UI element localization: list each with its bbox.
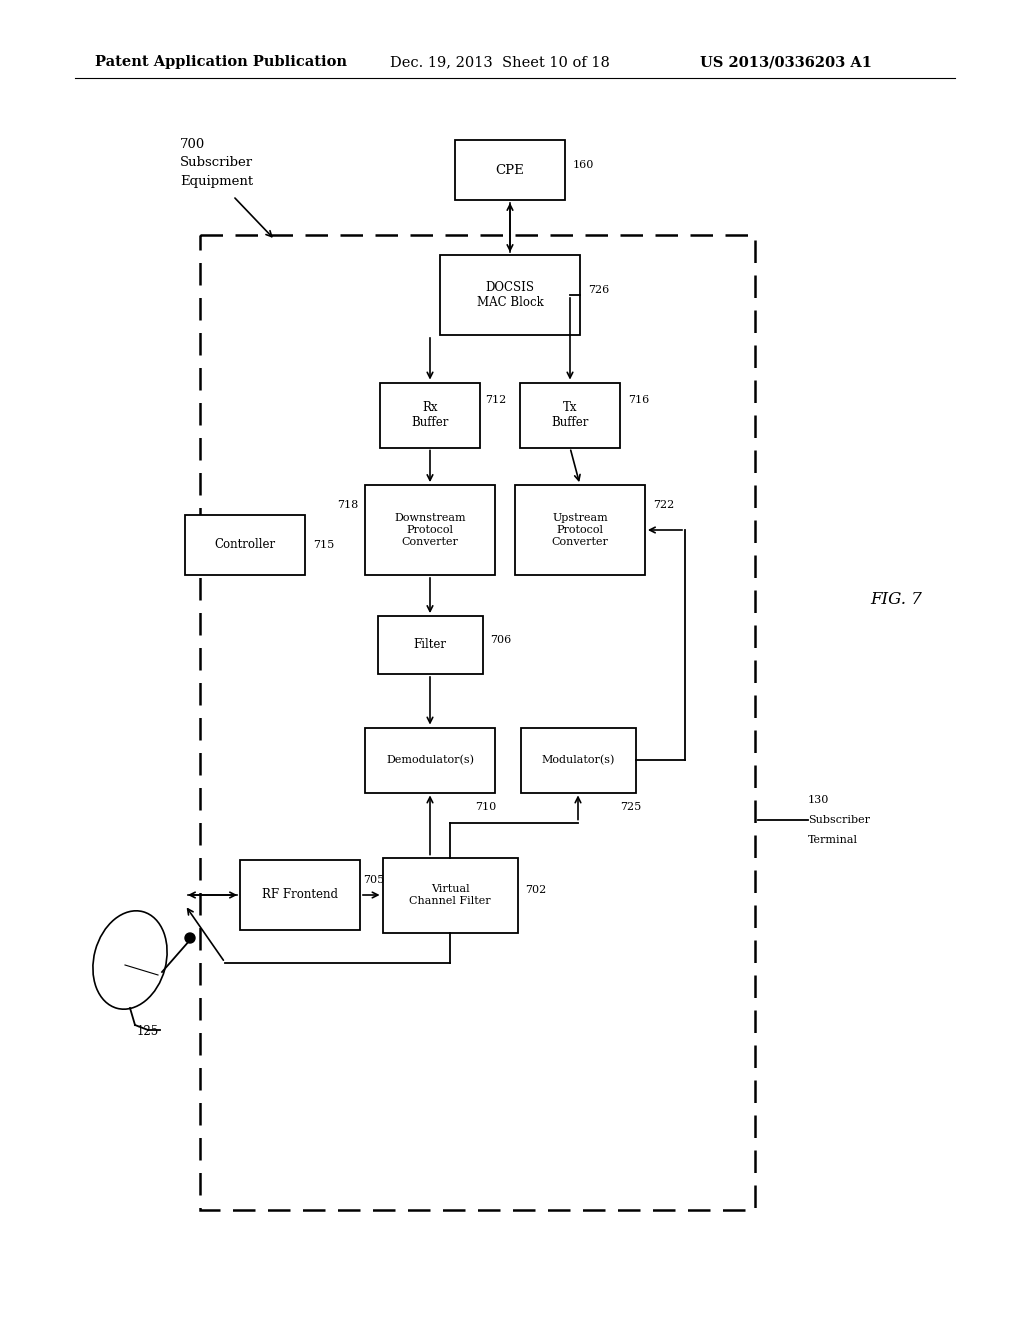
FancyBboxPatch shape: [520, 383, 620, 447]
Text: 712: 712: [485, 395, 506, 405]
FancyBboxPatch shape: [520, 727, 636, 792]
Text: 160: 160: [573, 160, 594, 170]
Text: Terminal: Terminal: [808, 836, 858, 845]
Text: Patent Application Publication: Patent Application Publication: [95, 55, 347, 69]
Text: Rx
Buffer: Rx Buffer: [412, 401, 449, 429]
Text: Downstream
Protocol
Converter: Downstream Protocol Converter: [394, 513, 466, 546]
FancyBboxPatch shape: [240, 861, 360, 931]
FancyBboxPatch shape: [383, 858, 517, 932]
Text: Dec. 19, 2013  Sheet 10 of 18: Dec. 19, 2013 Sheet 10 of 18: [390, 55, 610, 69]
Text: Demodulator(s): Demodulator(s): [386, 755, 474, 766]
Text: 702: 702: [525, 884, 547, 895]
FancyBboxPatch shape: [378, 616, 482, 675]
Text: US 2013/0336203 A1: US 2013/0336203 A1: [700, 55, 872, 69]
Text: FIG. 7: FIG. 7: [870, 591, 922, 609]
Text: Upstream
Protocol
Converter: Upstream Protocol Converter: [552, 513, 608, 546]
Text: 700: 700: [180, 139, 205, 152]
Text: Filter: Filter: [414, 639, 446, 652]
Text: RF Frontend: RF Frontend: [262, 888, 338, 902]
FancyBboxPatch shape: [455, 140, 565, 201]
Text: 710: 710: [475, 801, 497, 812]
Text: 718: 718: [337, 500, 358, 510]
Text: CPE: CPE: [496, 164, 524, 177]
Text: Controller: Controller: [214, 539, 275, 552]
Text: Subscriber: Subscriber: [180, 157, 253, 169]
FancyBboxPatch shape: [365, 727, 495, 792]
Text: DOCSIS
MAC Block: DOCSIS MAC Block: [476, 281, 544, 309]
Text: Virtual
Channel Filter: Virtual Channel Filter: [410, 884, 490, 906]
Text: Tx
Buffer: Tx Buffer: [551, 401, 589, 429]
Text: 706: 706: [490, 635, 512, 645]
FancyBboxPatch shape: [185, 515, 305, 576]
Text: Subscriber: Subscriber: [808, 814, 870, 825]
Circle shape: [185, 933, 195, 942]
Text: 705: 705: [362, 875, 384, 884]
FancyBboxPatch shape: [365, 484, 495, 576]
Text: 130: 130: [808, 795, 829, 805]
Text: 726: 726: [588, 285, 609, 294]
FancyBboxPatch shape: [440, 255, 580, 335]
Text: 125: 125: [137, 1026, 159, 1038]
Text: Modulator(s): Modulator(s): [542, 755, 614, 766]
FancyBboxPatch shape: [380, 383, 480, 447]
Text: 725: 725: [621, 801, 642, 812]
Text: 715: 715: [313, 540, 334, 550]
Text: Equipment: Equipment: [180, 174, 253, 187]
Text: 722: 722: [653, 500, 674, 510]
FancyBboxPatch shape: [515, 484, 645, 576]
Text: 716: 716: [628, 395, 649, 405]
